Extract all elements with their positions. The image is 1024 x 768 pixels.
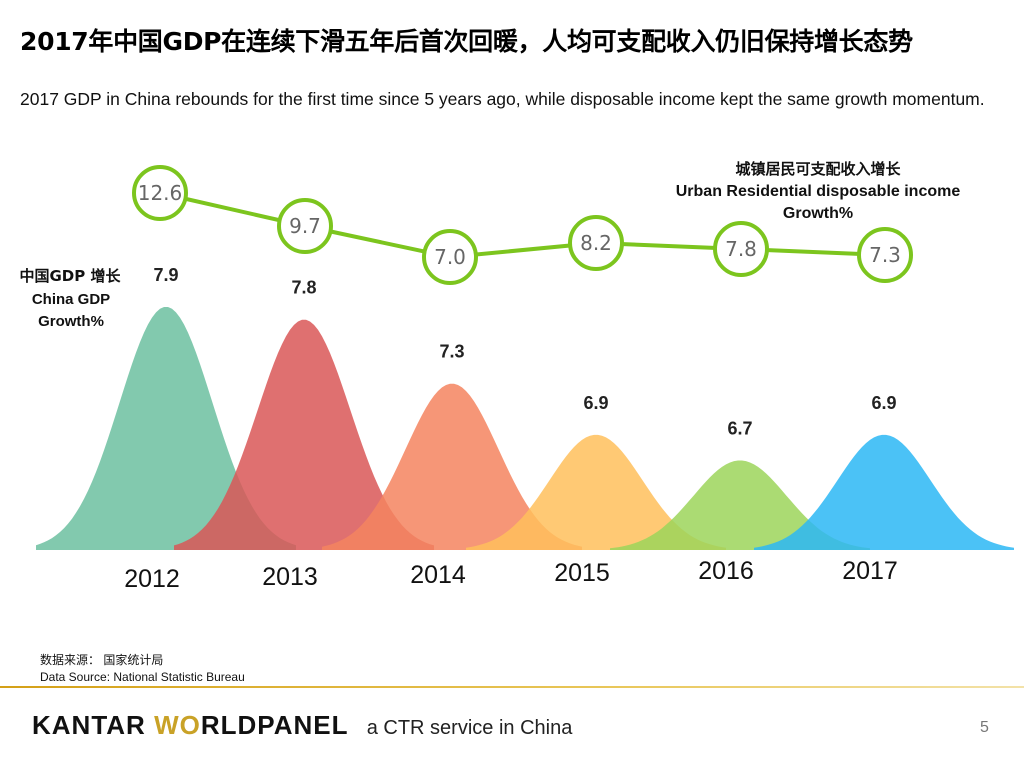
- source-cn: 数据来源： 国家统计局: [40, 653, 164, 667]
- gdp-value-label: 7.3: [439, 342, 464, 362]
- income-marker: [568, 215, 624, 271]
- kantar-worldpanel-logo: KANTAR WORLDPANEL a CTR service in China: [32, 710, 572, 741]
- page-number: 5: [980, 719, 989, 736]
- income-value-label: 7.0: [434, 245, 466, 269]
- income-marker: [857, 227, 913, 283]
- logo-kantar: KANTAR: [32, 710, 146, 740]
- gdp-bell-series: [36, 307, 1014, 550]
- gdp-legend-en-2: Growth%: [38, 313, 104, 330]
- page-title-en: 2017 GDP in China rebounds for the first…: [20, 89, 985, 109]
- year-label: 2017: [842, 557, 898, 585]
- income-legend-en-1: Urban Residential disposable income: [676, 183, 961, 200]
- footer-divider: [0, 686, 1024, 688]
- income-marker: [132, 165, 188, 221]
- gdp-value-label: 7.8: [291, 278, 316, 298]
- income-marker: [422, 229, 478, 285]
- income-legend-cn: 城镇居民可支配收入增长: [735, 160, 901, 178]
- income-marker: [713, 221, 769, 277]
- gdp-value-label: 6.9: [583, 393, 608, 413]
- year-label: 2014: [410, 561, 466, 589]
- logo-worldpanel-o: O: [179, 710, 201, 740]
- gdp-value-label: 6.7: [727, 418, 752, 438]
- data-source: 数据来源： 国家统计局 Data Source: National Statis…: [40, 652, 245, 686]
- logo-worldpanel-rest: RLDPANEL: [200, 710, 349, 740]
- income-value-label: 8.2: [580, 231, 612, 255]
- year-label: 2015: [554, 559, 610, 587]
- gdp-bell-2017: [754, 434, 1014, 550]
- year-label: 2016: [698, 557, 754, 585]
- logo-worldpanel: WORLDPANEL: [154, 710, 348, 740]
- page-title-cn: 2017年中国GDP在连续下滑五年后首次回暖，人均可支配收入仍旧保持增长态势: [20, 27, 913, 56]
- logo-tagline: a CTR service in China: [366, 717, 573, 739]
- year-label: 2012: [124, 565, 180, 593]
- source-en: Data Source: National Statistic Bureau: [40, 670, 245, 684]
- gdp-value-label: 6.9: [871, 393, 896, 413]
- income-value-label: 7.8: [725, 237, 757, 261]
- income-legend-en-2: Growth%: [783, 205, 853, 222]
- gdp-bell-2014: [322, 383, 582, 550]
- x-axis-year-labels: 2012 2013 2014 2015 2016 2017: [124, 557, 898, 593]
- income-series: 12.6 9.7 7.0 8.2 7.8 7.3: [132, 165, 913, 285]
- logo-worldpanel-w: W: [154, 710, 180, 740]
- income-value-label: 7.3: [869, 243, 901, 267]
- gdp-legend-en-1: China GDP: [32, 291, 110, 308]
- income-line-path: [159, 191, 886, 260]
- gdp-bell-2013: [174, 319, 434, 550]
- growth-chart: 7.97.87.36.96.76.9 2012 2013 2014 2015 2016 2…: [20, 160, 1014, 593]
- gdp-bell-2015: [466, 434, 726, 550]
- gdp-value-label: 7.9: [153, 265, 178, 285]
- year-label: 2013: [262, 563, 318, 591]
- gdp-value-labels: 7.9 7.8 7.3 6.9 6.7 6.9: [153, 265, 896, 439]
- income-marker: [277, 198, 333, 254]
- income-value-label: 12.6: [138, 181, 183, 205]
- gdp-legend-cn: 中国GDP 增长: [20, 267, 122, 285]
- income-value-label: 9.7: [289, 214, 321, 238]
